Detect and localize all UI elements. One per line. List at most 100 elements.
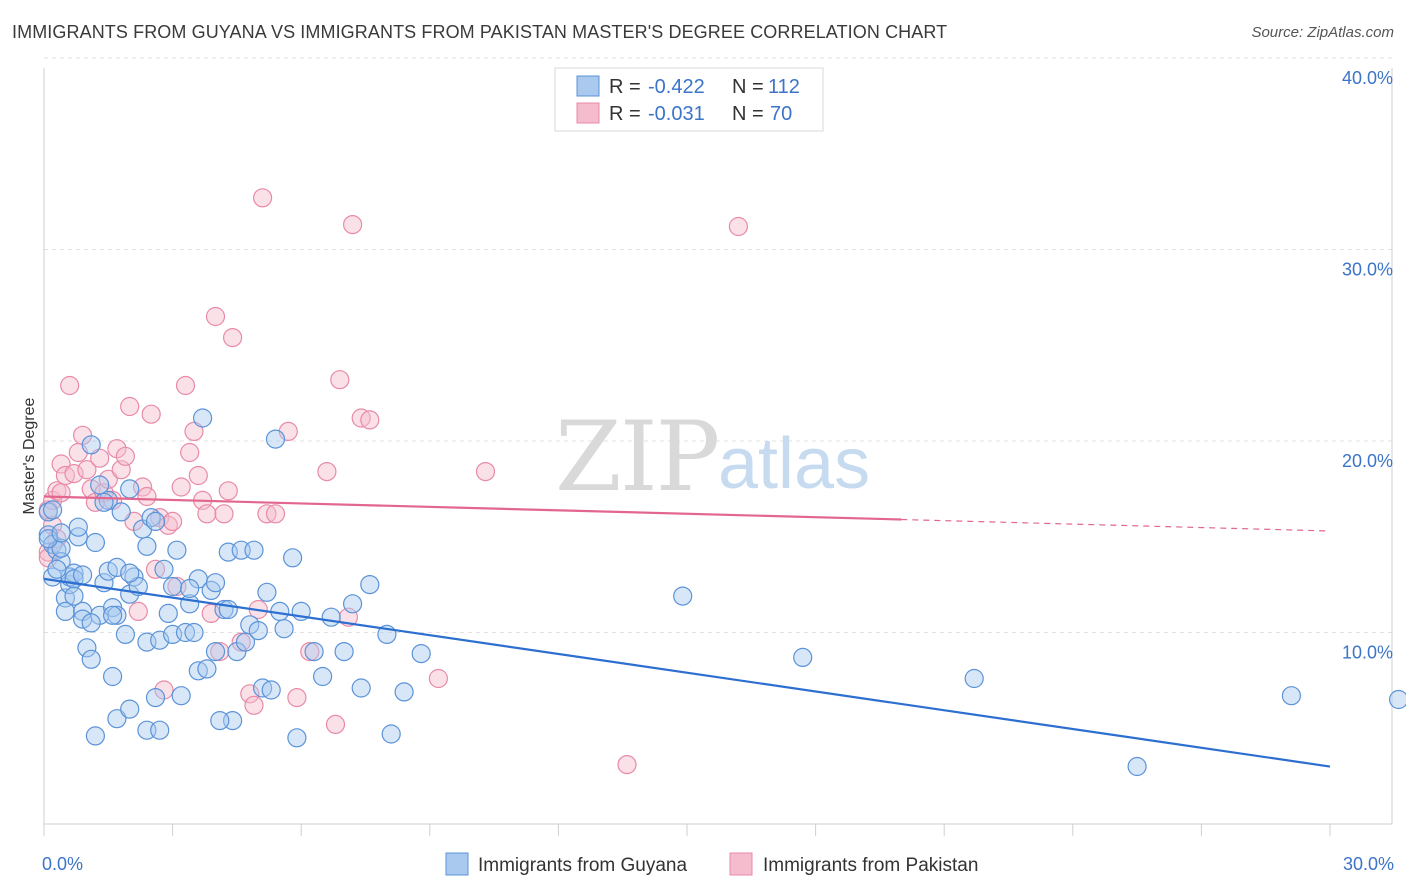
guyana-point — [184, 622, 204, 643]
series-legend-label-guyana: Immigrants from Guyana — [478, 855, 687, 876]
guyana-point — [55, 601, 76, 622]
guyana-point — [102, 605, 123, 625]
guyana-point — [210, 710, 230, 731]
pakistan-point — [214, 504, 234, 524]
guyana-point — [411, 643, 431, 664]
series-legend-label-pakistan: Immigrants from Pakistan — [763, 855, 978, 876]
pakistan-point — [120, 396, 140, 417]
guyana-point — [180, 578, 200, 599]
guyana-point — [283, 548, 303, 568]
pakistan-point — [330, 370, 350, 390]
guyana-point — [102, 666, 123, 687]
pakistan-point — [223, 328, 243, 348]
pakistan-point — [244, 695, 264, 715]
guyana-point — [265, 429, 286, 449]
guyana-point — [47, 559, 67, 579]
guyana-point — [205, 641, 226, 662]
guyana-point — [68, 517, 88, 537]
pakistan-point — [205, 306, 226, 327]
guyana-point — [167, 540, 187, 560]
guyana-point — [120, 563, 140, 583]
guyana-point — [137, 536, 157, 556]
guyana-point — [64, 586, 84, 606]
x-tick-label: 0.0% — [42, 854, 83, 874]
guyana-point — [343, 594, 363, 614]
guyana-point — [72, 565, 93, 585]
guyana-point — [85, 726, 106, 746]
pakistan-point — [300, 641, 320, 662]
guyana-point — [120, 479, 140, 499]
y-tick-labels: 10.0% 20.0% 30.0% 40.0% — [1342, 68, 1393, 663]
guyana-point — [381, 724, 401, 744]
guyana-point — [321, 607, 341, 627]
legend-n-label-pakistan: N = — [732, 103, 764, 125]
guyana-point — [197, 659, 217, 679]
y-tick-label: 40.0% — [1342, 68, 1393, 88]
legend-r-label-pakistan: R = — [609, 103, 641, 125]
guyana-point — [158, 603, 178, 624]
pakistan-point — [163, 511, 183, 532]
pakistan-point — [171, 477, 191, 497]
pakistan-point — [317, 462, 337, 482]
legend-r-value-guyana: -0.422 — [648, 76, 705, 98]
guyana-point — [107, 605, 127, 625]
y-axis-label: Master's Degree — [21, 397, 38, 514]
pakistan-trend-extension — [901, 518, 1331, 532]
pakistan-point — [51, 483, 71, 503]
guyana-point — [85, 532, 106, 553]
guyana-point — [793, 647, 813, 668]
pakistan-point — [115, 446, 136, 466]
guyana-point — [1127, 756, 1147, 777]
trend-lines — [43, 495, 1331, 768]
guyana-point — [163, 576, 183, 597]
guyana-point — [257, 582, 277, 602]
guyana-point — [94, 492, 114, 512]
guyana-points — [38, 408, 1406, 777]
guyana-point — [115, 624, 136, 645]
pakistan-point — [180, 442, 200, 463]
legend-n-value-guyana: 112 — [768, 76, 800, 98]
x-tick-marks — [43, 824, 1331, 836]
pakistan-point — [343, 215, 363, 235]
legend-swatch-pakistan — [576, 102, 600, 124]
pakistan-point — [137, 486, 157, 507]
pakistan-point — [188, 465, 208, 486]
guyana-point — [193, 408, 213, 428]
pakistan-point — [184, 421, 204, 441]
guyana-point — [287, 728, 307, 748]
pakistan-point — [265, 504, 286, 524]
guyana-point — [334, 641, 354, 662]
guyana-point — [274, 619, 294, 639]
guyana-point — [304, 641, 324, 662]
pakistan-point — [128, 601, 148, 622]
stats-legend: R = -0.422 N = 112 R = -0.031 N = 70 — [554, 67, 824, 132]
pakistan-point — [240, 684, 260, 704]
guyana-point — [107, 557, 127, 578]
pakistan-point — [175, 375, 196, 396]
watermark-zip: ZIP — [555, 401, 718, 513]
guyana-point — [218, 599, 238, 620]
pakistan-point — [360, 410, 380, 430]
guyana-point — [51, 523, 71, 543]
legend-r-value-pakistan: -0.031 — [648, 103, 705, 125]
pakistan-point — [51, 454, 71, 474]
pakistan-point — [231, 632, 251, 652]
pakistan-point — [475, 462, 496, 482]
pakistan-point — [287, 687, 307, 708]
pakistan-point — [218, 481, 238, 501]
source-credit: Source: ZipAtlas.com — [1251, 24, 1394, 41]
guyana-point — [145, 687, 166, 708]
guyana-point — [1281, 686, 1302, 706]
pakistan-point — [428, 668, 448, 689]
guyana-point — [38, 529, 58, 549]
guyana-point — [42, 500, 63, 520]
pakistan-point — [253, 188, 273, 208]
guyana-point — [351, 678, 371, 698]
guyana-point — [673, 586, 693, 606]
stats-legend-box — [554, 67, 824, 132]
pakistan-trend-line — [43, 495, 902, 521]
pakistan-point — [141, 404, 161, 424]
legend-swatch-guyana — [576, 75, 600, 97]
pakistan-point — [77, 460, 97, 480]
